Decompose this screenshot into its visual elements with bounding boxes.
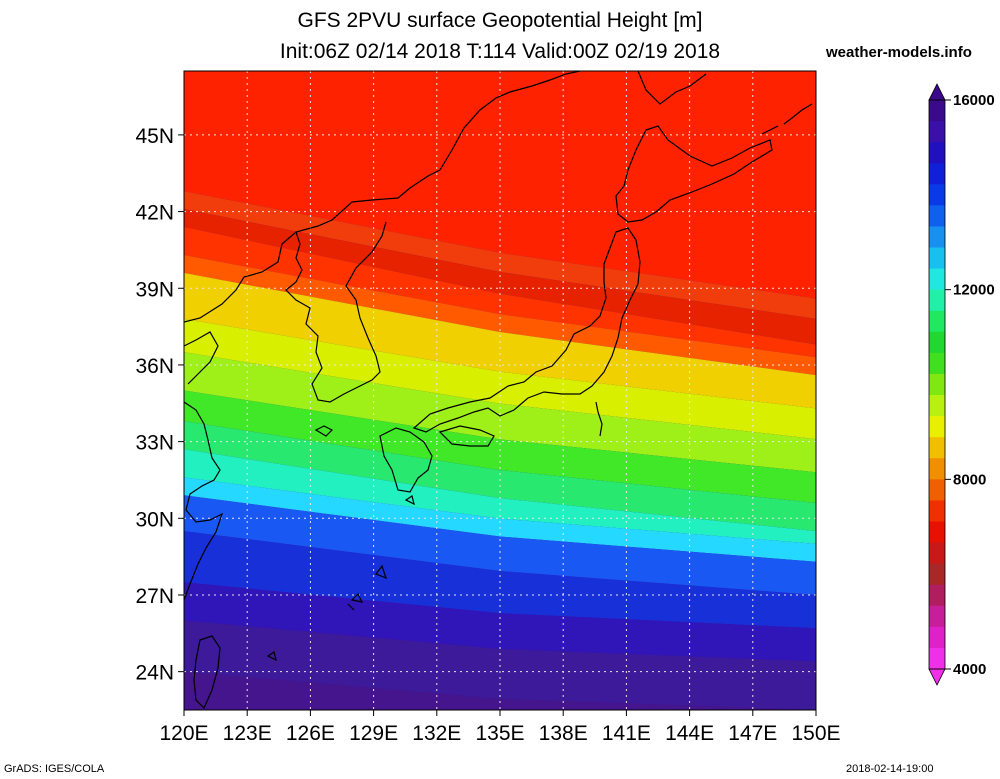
lat-label: 45N <box>135 125 174 148</box>
colorbar-segment <box>929 416 945 438</box>
colorbar-segment <box>929 184 945 206</box>
colorbar-segment <box>929 205 945 228</box>
map-subtitle: Init:06Z 02/14 2018 T:114 Valid:00Z 02/1… <box>279 40 721 63</box>
colorbar-segment <box>929 521 945 544</box>
colorbar-segment <box>929 563 945 586</box>
height-band <box>184 531 816 629</box>
lon-label: 150E <box>791 722 840 745</box>
colorbar-segment <box>929 479 945 502</box>
colorbar-min-arrow <box>928 668 946 686</box>
lon-label: 138E <box>539 722 588 745</box>
colorbar-label: 12000 <box>953 282 995 299</box>
lon-label: 135E <box>475 722 524 745</box>
lon-label: 147E <box>728 722 777 745</box>
lon-label: 123E <box>223 722 272 745</box>
height-band <box>184 449 816 544</box>
height-band <box>184 390 816 503</box>
colorbar-segment <box>929 289 945 312</box>
lon-label: 126E <box>286 722 335 745</box>
colorbar-label: 16000 <box>953 92 995 109</box>
colorbar-segment <box>929 395 945 417</box>
map-title: GFS 2PVU surface Geopotential Height [m] <box>297 9 703 32</box>
colorbar-segment <box>929 437 945 459</box>
colorbar-segment <box>929 331 945 354</box>
height-band <box>184 191 816 319</box>
lat-label: 39N <box>135 278 174 301</box>
gridlines <box>184 71 816 710</box>
colorbar-segment <box>929 647 945 670</box>
lat-label: 30N <box>135 508 174 531</box>
colorbar-segment <box>929 247 945 270</box>
lat-label: 33N <box>135 432 174 455</box>
lon-label: 141E <box>602 722 651 745</box>
height-band <box>184 226 816 358</box>
coastlines <box>184 71 813 710</box>
lat-label: 36N <box>135 355 174 378</box>
colorbar-segment <box>929 121 945 143</box>
footer-credit: GrADS: IGES/COLA <box>4 763 105 775</box>
colorbar-max-arrow <box>928 83 946 101</box>
lat-label: 42N <box>135 202 174 225</box>
lat-label: 24N <box>135 662 174 685</box>
height-band <box>184 255 816 376</box>
colorbar-segment <box>929 268 945 291</box>
latitude-labels: 45N 42N 39N 36N 33N 30N 27N 24N <box>135 125 184 685</box>
colorbar: 16000 12000 8000 4000 <box>928 83 995 686</box>
lon-label: 129E <box>349 722 398 745</box>
colorbar-segment <box>929 373 945 396</box>
colorbar-segment <box>929 310 945 333</box>
colorbar-segment <box>929 542 945 565</box>
height-band <box>184 582 816 662</box>
longitude-labels: 120E 123E 126E 129E 132E 135E 138E 141E 144E 147E… <box>159 710 841 745</box>
footer-timestamp: 2018-02-14-19:00 <box>846 763 934 775</box>
lat-label: 27N <box>135 585 174 608</box>
colorbar-segment <box>929 500 945 523</box>
colorbar-segment <box>929 605 945 628</box>
colorbar-segment <box>929 100 945 122</box>
height-band <box>184 71 816 299</box>
lon-label: 132E <box>412 722 461 745</box>
brand-label: weather-models.info <box>826 44 972 61</box>
height-band <box>184 272 816 409</box>
height-band <box>184 671 816 710</box>
height-band <box>184 421 816 532</box>
colorbar-frame <box>928 99 946 670</box>
height-band <box>184 477 816 562</box>
colorbar-segment <box>929 584 945 607</box>
colorbar-segment <box>929 352 945 375</box>
colorbar-segment <box>929 626 945 649</box>
colorbar-label: 8000 <box>953 471 986 488</box>
colorbar-segment <box>929 142 945 164</box>
colorbar-label: 4000 <box>953 661 986 678</box>
height-band <box>184 352 816 473</box>
map-plot-area <box>184 71 816 710</box>
colorbar-segment <box>929 163 945 185</box>
colorbar-segment <box>929 458 945 480</box>
colorbar-segment <box>929 226 945 249</box>
lon-label: 120E <box>159 722 208 745</box>
lon-label: 144E <box>665 722 714 745</box>
